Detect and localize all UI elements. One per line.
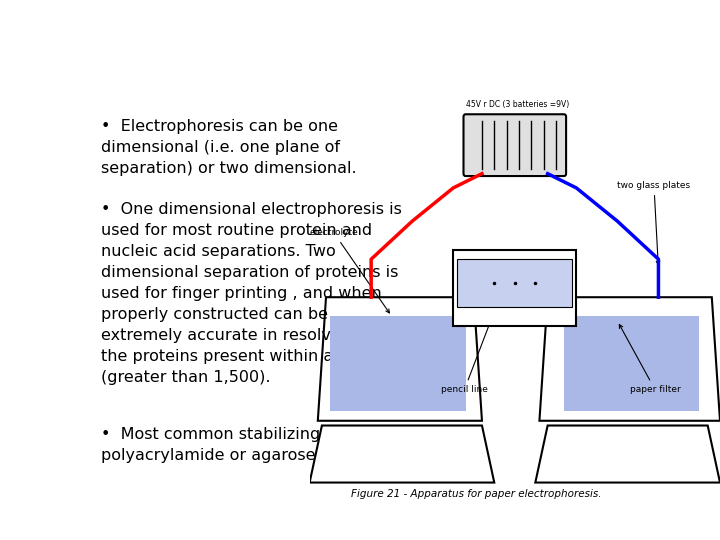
- Text: •  One dimensional electrophoresis is
used for most routine protein and
nucleic : • One dimensional electrophoresis is use…: [101, 202, 402, 385]
- Text: two glass plates: two glass plates: [618, 181, 690, 265]
- Text: electrolyte: electrolyte: [310, 228, 390, 313]
- Text: •  Electrophoresis can be one
dimensional (i.e. one plane of
separation) or two : • Electrophoresis can be one dimensional…: [101, 119, 357, 176]
- Polygon shape: [564, 316, 700, 411]
- Polygon shape: [310, 426, 495, 483]
- Text: pencil line: pencil line: [441, 315, 493, 394]
- Polygon shape: [454, 249, 577, 326]
- Text: •  Most common stabilizing media are
polyacrylamide or agarose gels.: • Most common stabilizing media are poly…: [101, 427, 407, 463]
- Text: Figure 21 - Apparatus for paper electrophoresis.: Figure 21 - Apparatus for paper electrop…: [351, 489, 601, 499]
- Polygon shape: [330, 316, 466, 411]
- FancyBboxPatch shape: [464, 114, 566, 176]
- Text: paper filter: paper filter: [619, 325, 680, 394]
- Text: 45V r DC (3 batteries =9V): 45V r DC (3 batteries =9V): [466, 100, 569, 109]
- Polygon shape: [457, 259, 572, 307]
- Polygon shape: [536, 426, 720, 483]
